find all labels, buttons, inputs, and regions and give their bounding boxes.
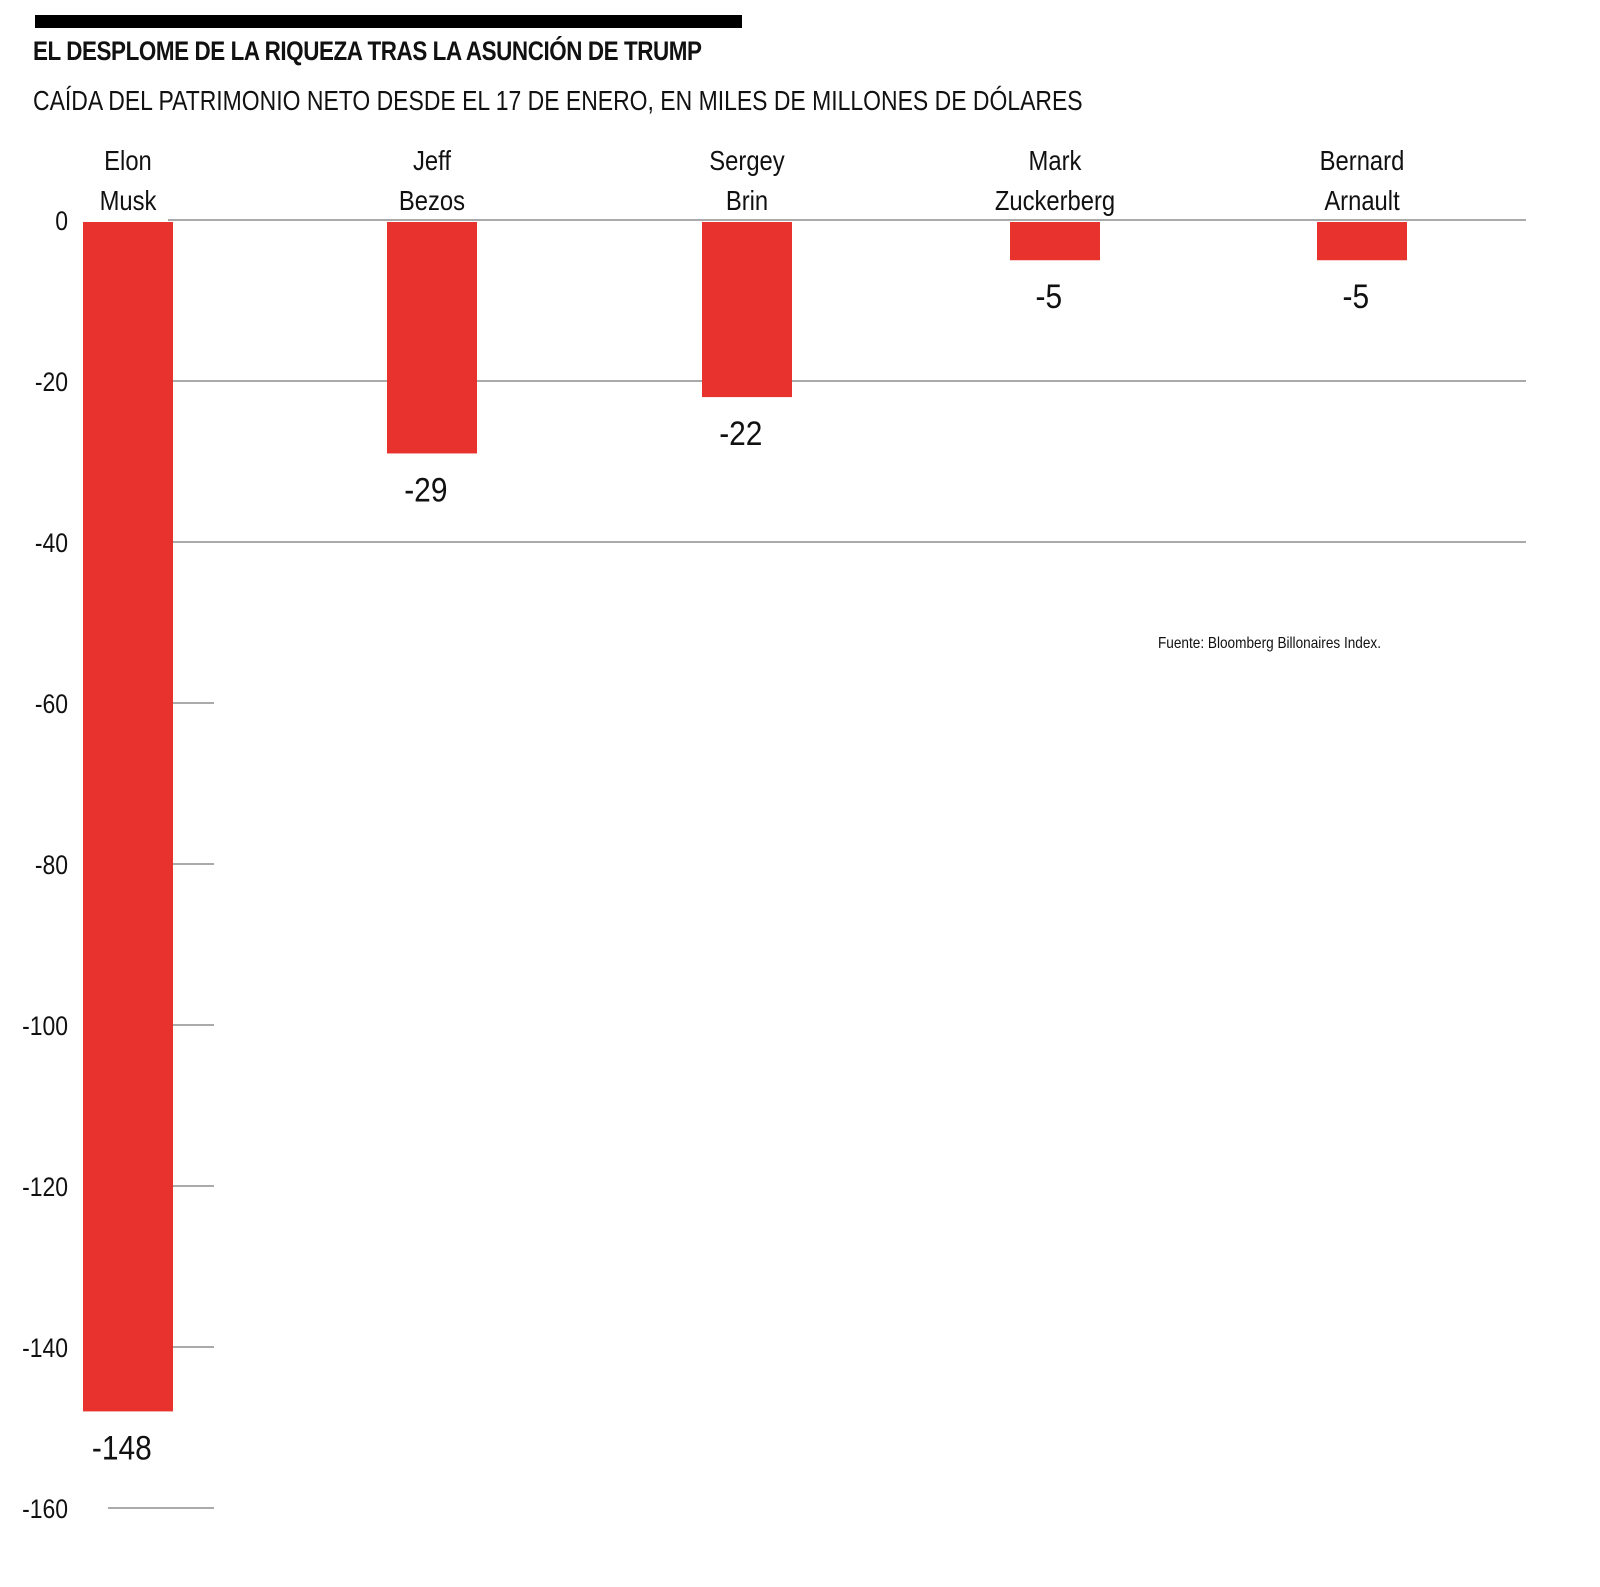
y-tick-label: -100 [22, 1011, 68, 1041]
category-label: Bernard [1320, 144, 1405, 176]
data-label: -5 [1343, 277, 1370, 315]
y-tick-label: 0 [55, 206, 68, 236]
y-tick-label: -140 [22, 1333, 68, 1363]
bar [1010, 222, 1100, 261]
bars [83, 222, 1407, 1412]
category-label: Jeff [413, 144, 452, 176]
title-rule [35, 15, 742, 28]
category-label: Arnault [1324, 184, 1400, 216]
bar [1317, 222, 1407, 261]
data-label: -148 [92, 1429, 152, 1467]
y-tick-label: -120 [22, 1172, 68, 1202]
chart-title: EL DESPLOME DE LA RIQUEZA TRAS LA ASUNCI… [33, 36, 702, 66]
data-label: -29 [404, 471, 447, 509]
bar [83, 222, 173, 1412]
chart-subtitle: CAÍDA DEL PATRIMONIO NETO DESDE EL 17 DE… [33, 85, 1083, 116]
category-label: Sergey [709, 144, 784, 176]
gridlines [108, 219, 1526, 1509]
y-tick-label: -60 [35, 689, 68, 719]
category-label: Elon [104, 144, 152, 176]
category-label: Zuckerberg [995, 184, 1115, 216]
y-tick-label: -160 [22, 1494, 68, 1524]
category-label: Brin [726, 184, 768, 216]
category-label: Bezos [399, 184, 465, 216]
y-tick-label: -40 [35, 528, 68, 558]
y-tick-label: -20 [35, 367, 68, 397]
bar [702, 222, 792, 398]
source-note: Fuente: Bloomberg Billonaires Index. [1158, 635, 1382, 652]
labels: 0 -20 -40 -60 -80 -100 -120 -140 -160 Elon Musk -14… [22, 144, 1404, 1524]
category-label: Mark [1029, 144, 1083, 176]
data-label: -22 [719, 414, 762, 452]
data-label: -5 [1036, 277, 1063, 315]
y-tick-label: -80 [35, 850, 68, 880]
bar [387, 222, 477, 454]
category-label: Musk [100, 184, 158, 216]
